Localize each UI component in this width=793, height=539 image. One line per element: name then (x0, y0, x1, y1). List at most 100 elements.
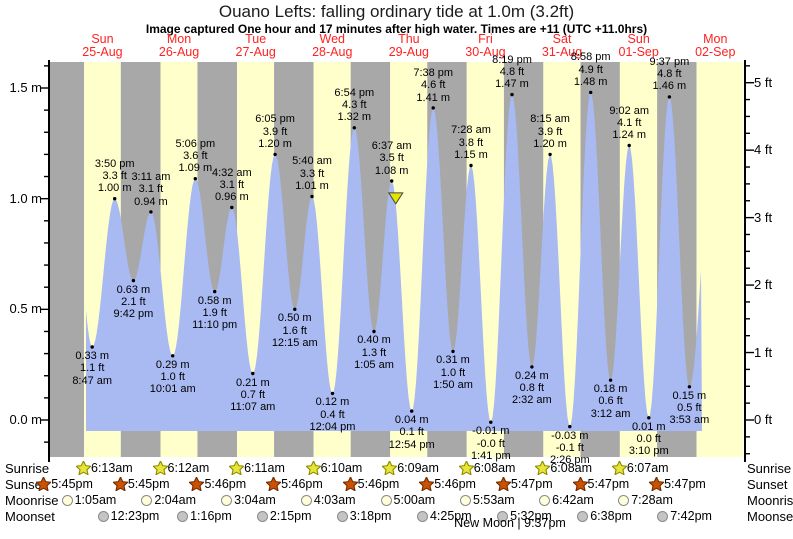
annotation-line: 0.18 m (593, 383, 628, 396)
sunrise-time: 6:09am (397, 461, 439, 475)
tide-annotation-high: 9:02 am 4.1 ft 1.24 m (591, 105, 667, 142)
sunset-time: 5:45pm (51, 477, 93, 491)
sunrise-star-icon (152, 461, 168, 475)
tide-annotation-high: 6:37 am 3.5 ft 1.08 m (354, 140, 430, 177)
sunrise-star-icon (305, 461, 321, 475)
annotation-line: 8:47 am (72, 374, 113, 387)
annotation-line: 4:32 am (211, 166, 252, 179)
current-time-marker-icon (387, 192, 404, 205)
low-tide-dot (410, 409, 414, 413)
tide-annotation-high: 6:05 pm 3.9 ft 1.20 m (237, 113, 313, 150)
annotation-line: 8:19 pm (492, 53, 532, 66)
sunset-star-icon (112, 477, 128, 491)
tide-annotation-low: 0.12 m 0.4 ft 12:04 pm (294, 396, 370, 433)
annotation-line: 4.8 ft (657, 68, 682, 81)
moonrise-icon (380, 495, 392, 506)
sunset-time: 5:45pm (127, 477, 170, 491)
moonrise-icon (141, 495, 153, 506)
sunrise-star-icon (382, 461, 398, 475)
annotation-line: 3.3 ft (299, 167, 325, 180)
annotation-line: 1.48 m (573, 76, 608, 89)
annotation-line: 3:10 pm (628, 445, 669, 458)
low-tide-dot (489, 420, 493, 424)
day-label: Mon 02-Sep (675, 33, 755, 59)
day-label: Sat 31-Aug (522, 33, 602, 59)
annotation-line: 4.1 ft (616, 116, 642, 129)
annotation-line: 3:53 am (669, 414, 710, 427)
annotation-line: 0.94 m (134, 195, 168, 208)
sunrise-time: 6:08am (550, 461, 593, 475)
annotation-line: 0.01 m (631, 420, 666, 433)
high-tide-dot (390, 179, 394, 183)
day-date: 25-Aug (82, 45, 123, 59)
tide-annotation-high: 5:06 pm 3.6 ft 1.09 m (157, 138, 233, 175)
day-dow: Sun (627, 32, 650, 46)
sunrise-star-icon (76, 461, 91, 475)
tide-annotation-high: 4:32 am 3.1 ft 0.96 m (194, 167, 270, 204)
moonrise-time: 7:28am (631, 493, 673, 507)
annotation-line: 9:37 pm (649, 55, 690, 68)
sunrise-star-icon (458, 461, 474, 475)
high-tide-dot (548, 152, 552, 157)
high-tide-dot (431, 106, 435, 110)
night-band (50, 62, 85, 457)
tide-annotation-low: 0.58 m 1.9 ft 11:10 pm (177, 295, 253, 332)
day-date: 01-Sep (618, 45, 659, 59)
annotation-line: 6:05 pm (255, 113, 295, 126)
annotation-line: 12:15 am (271, 336, 318, 349)
sunset-star-icon (36, 477, 52, 491)
annotation-line: 8:58 pm (570, 51, 611, 64)
high-tide-dot (352, 126, 356, 130)
annotation-line: 3.1 ft (219, 178, 245, 191)
annotation-line: 0.7 ft (240, 388, 266, 401)
day-date: 31-Aug (541, 45, 583, 59)
tide-annotation-low: 0.29 m 1.0 ft 10:01 am (135, 359, 211, 396)
annotation-line: 11:07 am (230, 401, 276, 414)
sunset-star-icon (495, 477, 511, 491)
moonrise-time: 5:00am (393, 493, 436, 507)
page-title: Ouano Lefts: falling ordinary tide at 1.… (218, 2, 575, 21)
annotation-line: 2:32 am (511, 394, 552, 407)
tide-annotation-low: 0.63 m 2.1 ft 9:42 pm (95, 284, 171, 321)
annotation-line: 0.63 m (116, 283, 151, 296)
sunset-star-icon (419, 477, 435, 491)
day-dow: Thu (398, 32, 420, 46)
high-tide-dot (273, 152, 277, 157)
annotation-line: 1.24 m (612, 129, 646, 142)
annotation-line: 0.15 m (672, 389, 707, 402)
astro-row-label-right: Sunset (747, 477, 788, 492)
astro-row-label-left: Sunrise (5, 461, 50, 476)
annotation-line: 0.24 m (515, 369, 549, 382)
moonrise-icon (459, 495, 471, 506)
day-dow: Tue (245, 32, 267, 46)
day-label: Tue 27-Aug (216, 33, 296, 59)
day-date: 30-Aug (465, 45, 506, 59)
annotation-line: 3:12 am (590, 407, 631, 420)
moonset-icon (177, 511, 189, 522)
annotation-line: 4.8 ft (499, 65, 525, 78)
tide-annotation-low: 0.24 m 0.8 ft 2:32 am (494, 370, 570, 407)
day-dow: Mon (703, 32, 728, 46)
sunrise-star-icon (229, 461, 245, 475)
high-tide-dot (627, 143, 631, 148)
sunset-star-icon (342, 477, 358, 491)
annotation-line: 0.8 ft (519, 382, 545, 395)
right-axis (744, 60, 746, 462)
annotation-line: 12:04 pm (309, 421, 356, 434)
annotation-line: 1.0 ft (160, 371, 185, 384)
sunset-star-icon (342, 477, 358, 491)
tide-annotation-high: 5:40 am 3.3 ft 1.01 m (274, 155, 350, 192)
annotation-line: 1.1 ft (79, 362, 105, 375)
annotation-line: -0.1 ft (555, 441, 584, 454)
sunrise-star-icon (152, 461, 168, 475)
moonrise-icon (221, 495, 233, 506)
annotation-line: 10:01 am (149, 383, 196, 396)
annotation-line: 12:54 pm (388, 438, 435, 451)
sunset-time: 5:46pm (281, 477, 323, 491)
sunrise-star-icon (305, 461, 321, 475)
moonrise-time: 1:05am (74, 493, 117, 507)
annotation-line: 1.0 ft (440, 366, 466, 379)
annotation-line: 4.9 ft (578, 63, 603, 76)
